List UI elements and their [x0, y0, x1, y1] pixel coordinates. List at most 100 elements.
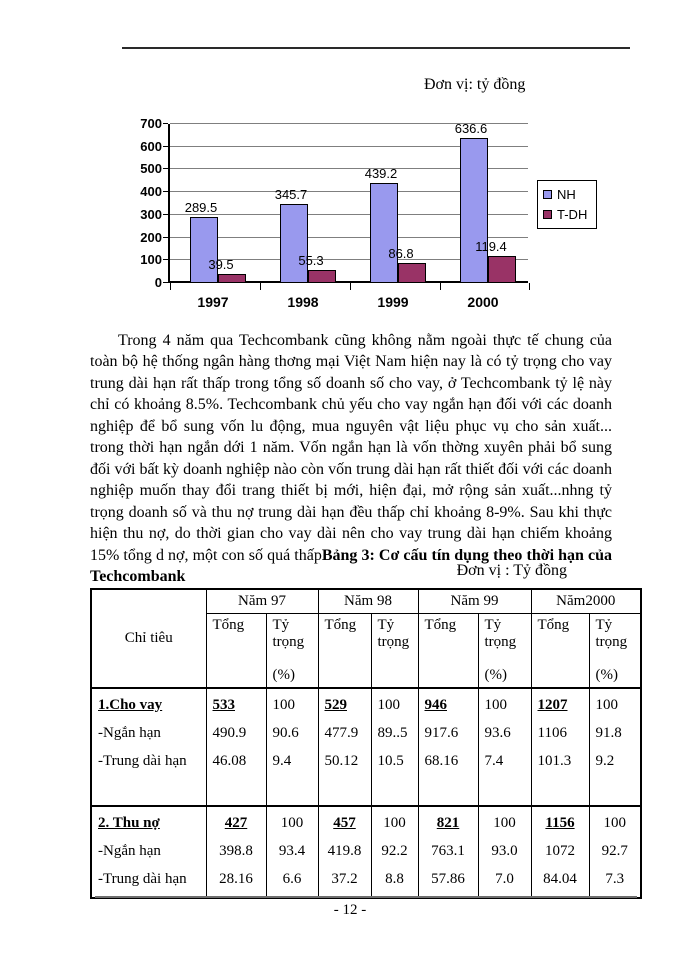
value: 398.8 — [219, 842, 253, 859]
y-tick — [163, 213, 168, 215]
y-tick — [163, 282, 168, 283]
bar-nh-2000 — [460, 138, 488, 283]
value-cell: 100 92.2 8.8 — [370, 804, 419, 898]
legend-label-tdh: T-DH — [557, 207, 588, 222]
gridline — [170, 259, 528, 261]
share-label: Tỷ trọng — [595, 616, 628, 650]
value-cell: 1156 1072 84.04 — [530, 804, 590, 898]
criteria-header: Chỉ tiêu — [90, 588, 207, 688]
share-label: Tỷ trọng — [272, 616, 305, 650]
value: 100 — [603, 814, 627, 831]
table-caption-inline: Bảng 3: Cơ cấu tín dụng theo thời hạn củ… — [90, 546, 612, 585]
bar-value-label: 55.3 — [298, 253, 324, 269]
value: 821 — [436, 814, 460, 831]
y-tick — [163, 145, 168, 147]
x-tick — [260, 283, 261, 290]
value: 89..5 — [377, 724, 408, 741]
share-header: Tỷ trọng (%) — [265, 612, 319, 688]
legend-swatch-nh — [543, 190, 552, 199]
value: 533 — [212, 696, 236, 713]
x-tick — [440, 283, 441, 290]
gridline — [170, 236, 528, 238]
total-header: Tổng — [530, 612, 590, 688]
value: 101.3 — [537, 752, 572, 769]
value: 93.4 — [278, 842, 306, 859]
header-rule — [122, 47, 630, 49]
x-axis-label: 2000 — [467, 294, 499, 310]
bar-nh-1999 — [370, 183, 398, 283]
value: 8.8 — [385, 870, 404, 887]
value: 92.7 — [601, 842, 628, 859]
value: 490.9 — [212, 724, 247, 741]
bar-chart: 0 100 200 300 400 500 600 700 289.5 345.7 439.2 63… — [140, 116, 680, 320]
paragraph-text: Trong 4 năm qua Techcombank cũng không n… — [90, 332, 612, 564]
row-label: -Ngắn hạn — [98, 724, 161, 741]
value: 91.8 — [595, 724, 622, 741]
share-unit-label: (%) — [484, 666, 508, 683]
value-cell: 1207 1106 101.3 — [530, 686, 590, 806]
x-axis-label: 1999 — [377, 294, 409, 310]
value-cell: 100 90.6 9.4 — [265, 686, 319, 806]
year-header: Năm 97 — [205, 588, 319, 614]
value: 100 — [280, 814, 304, 831]
row-label: -Ngắn hạn — [98, 842, 161, 859]
value: 457 — [333, 814, 356, 831]
value: 9.2 — [595, 752, 615, 769]
value-cell: 946 917.6 68.16 — [417, 686, 479, 806]
bar-nh-1997 — [190, 217, 218, 283]
x-tick — [529, 283, 530, 290]
row-label: -Trung dài hạn — [98, 870, 187, 887]
value: 917.6 — [424, 724, 459, 741]
x-tick — [350, 283, 351, 290]
value: 6.6 — [282, 870, 302, 887]
value: 28.16 — [219, 870, 253, 887]
value: 68.16 — [424, 752, 459, 769]
bar-value-label: 345.7 — [274, 187, 308, 203]
value-cell: 427 398.8 28.16 — [205, 804, 267, 898]
credit-structure-table-wrap: Chỉ tiêu Năm 97 Năm 98 Năm 99 Năm2000 Tổng Tỷ … — [90, 588, 642, 899]
value: 100 — [383, 814, 406, 831]
value-cell: 533 490.9 46.08 — [205, 686, 267, 806]
value: 1072 — [545, 842, 575, 859]
value-cell: 821 763.1 57.86 — [417, 804, 479, 898]
bar-nh-1998 — [280, 204, 308, 283]
bar-value-label: 39.5 — [208, 257, 234, 273]
value: 100 — [595, 696, 619, 713]
bar-value-label: 119.4 — [475, 238, 507, 254]
y-axis-label: 400 — [140, 184, 162, 200]
body-paragraph: Trong 4 năm qua Techcombank cũng không n… — [90, 330, 612, 587]
value: 419.8 — [327, 842, 362, 859]
value: 1156 — [545, 814, 575, 831]
legend-swatch-tdh — [543, 210, 552, 219]
value: 100 — [493, 814, 516, 831]
x-axis-label: 1997 — [197, 294, 229, 310]
x-axis-label: 1998 — [287, 294, 319, 310]
bar-value-label: 439.2 — [364, 166, 398, 182]
legend-item-tdh: T-DH — [543, 207, 591, 222]
y-tick — [163, 168, 168, 170]
value: 100 — [484, 696, 508, 713]
chart-unit-label: Đơn vị: tỷ đồng — [424, 76, 526, 93]
value: 1207 — [537, 696, 568, 713]
y-axis: 0 100 200 300 400 500 600 700 — [140, 116, 162, 290]
value-cell: 457 419.8 37.2 — [317, 804, 372, 898]
year-header: Năm 98 — [317, 588, 419, 614]
value: 7.0 — [495, 870, 514, 887]
bar-t-dh-1998 — [308, 270, 336, 283]
row-label: 1.Cho vay — [98, 696, 163, 713]
chart-legend: NH T-DH — [537, 180, 597, 229]
total-header: Tổng — [205, 612, 267, 688]
share-unit-label: (%) — [272, 666, 296, 683]
bar-t-dh-1999 — [398, 263, 426, 283]
row-label-cell: 1.Cho vay -Ngắn hạn -Trung dài hạn — [90, 686, 207, 806]
share-label: Tỷ trọng — [377, 616, 410, 650]
gridline — [170, 213, 528, 215]
value: 93.0 — [491, 842, 518, 859]
value: 477.9 — [324, 724, 359, 741]
y-axis-label: 600 — [140, 138, 162, 154]
value: 93.6 — [484, 724, 511, 741]
total-header: Tổng — [317, 612, 372, 688]
value-cell: 100 92.7 7.3 — [588, 804, 642, 898]
value: 529 — [324, 696, 348, 713]
value: 57.86 — [431, 870, 465, 887]
